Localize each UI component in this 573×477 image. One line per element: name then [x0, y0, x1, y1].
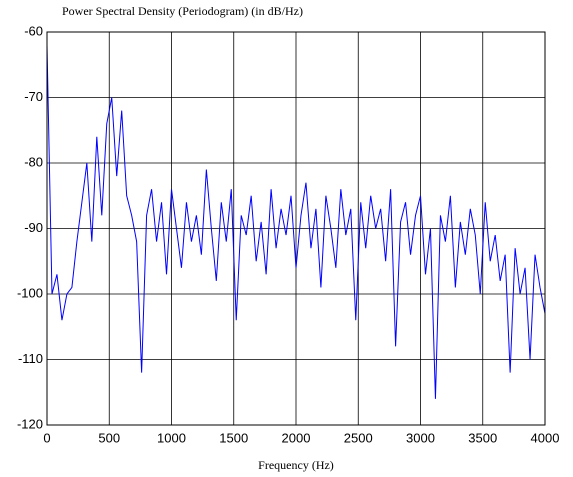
- x-tick-label: 500: [98, 430, 120, 445]
- y-tick-label: -110: [18, 351, 43, 366]
- x-tick-label: 1500: [219, 430, 248, 445]
- psd-line: [46, 45, 546, 399]
- x-tick-label: 2500: [344, 430, 373, 445]
- y-tick-label: -120: [17, 416, 43, 431]
- y-tick-label: -70: [24, 89, 43, 104]
- plot-frame: [46, 31, 546, 426]
- y-tick-label: -90: [24, 220, 43, 235]
- x-tick-label: 0: [43, 430, 50, 445]
- x-axis-label: Frequency (Hz): [258, 458, 334, 472]
- y-tick-label: -80: [24, 154, 43, 169]
- x-tick-label: 1000: [157, 430, 186, 445]
- x-tick-label: 4000: [531, 430, 560, 445]
- y-tick-label: -100: [17, 285, 43, 300]
- chart-title: Power Spectral Density (Periodogram) (in…: [62, 4, 303, 18]
- x-tick-label: 3500: [468, 430, 497, 445]
- y-tick-label: -60: [24, 23, 43, 38]
- x-tick-label: 2000: [282, 430, 311, 445]
- x-tick-label: 3000: [406, 430, 435, 445]
